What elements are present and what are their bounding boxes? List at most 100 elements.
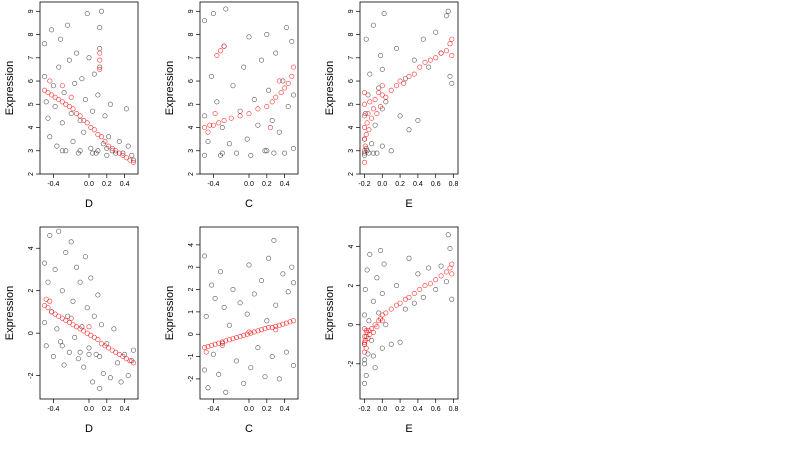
x-axis-title: C xyxy=(245,198,253,210)
data-point xyxy=(88,125,94,131)
data-point xyxy=(237,333,243,339)
data-point xyxy=(111,326,117,332)
data-point xyxy=(102,343,108,349)
data-point xyxy=(45,305,51,311)
data-point xyxy=(262,326,268,332)
data-point xyxy=(374,275,380,281)
y-axis-title: Expression xyxy=(324,61,336,115)
data-point xyxy=(59,83,65,89)
data-point xyxy=(366,318,372,324)
data-point xyxy=(362,111,368,117)
data-point xyxy=(68,94,74,100)
data-point xyxy=(374,111,380,117)
data-point xyxy=(84,11,90,17)
data-point xyxy=(290,280,296,286)
data-point xyxy=(266,255,272,261)
x-tick-label: 0.2 xyxy=(395,406,405,413)
data-point xyxy=(367,251,373,257)
data-point xyxy=(449,80,455,86)
data-point xyxy=(77,113,83,119)
x-axis-title: E xyxy=(405,423,412,435)
y-tick-label: -1 xyxy=(188,353,195,359)
data-point xyxy=(91,313,97,319)
data-point xyxy=(202,345,208,351)
data-point xyxy=(447,246,453,252)
data-point xyxy=(131,347,137,353)
data-point xyxy=(205,139,211,145)
data-point xyxy=(367,71,373,77)
x-tick-label: 0.2 xyxy=(262,406,272,413)
y-tick-label: 9 xyxy=(348,9,355,13)
data-point xyxy=(273,94,279,100)
data-point xyxy=(264,318,270,324)
y-tick-label: 4 xyxy=(348,125,355,129)
data-point xyxy=(84,305,90,311)
data-point xyxy=(99,322,105,328)
x-tick-label: 0.2 xyxy=(395,181,405,188)
data-point xyxy=(66,104,72,110)
data-point xyxy=(379,143,385,149)
data-point xyxy=(219,340,225,346)
data-point xyxy=(237,300,243,306)
data-point xyxy=(411,57,417,63)
data-point xyxy=(361,113,367,119)
data-point xyxy=(61,90,67,96)
data-point xyxy=(63,250,69,256)
data-point xyxy=(269,99,275,105)
data-point xyxy=(370,353,376,359)
data-point xyxy=(59,148,65,154)
x-tick-label: 0.4 xyxy=(120,181,130,188)
data-point xyxy=(43,296,49,302)
data-point xyxy=(68,111,74,117)
data-point xyxy=(47,233,53,239)
data-point xyxy=(59,120,65,126)
data-point xyxy=(361,380,367,386)
data-point xyxy=(377,52,383,58)
data-point xyxy=(88,275,94,281)
data-point xyxy=(443,48,449,54)
data-point xyxy=(266,87,272,93)
y-tick-label: 9 xyxy=(188,9,195,13)
data-point xyxy=(397,113,403,119)
data-point xyxy=(97,353,103,359)
data-point xyxy=(219,339,225,345)
data-point xyxy=(221,118,227,124)
data-point xyxy=(283,25,289,31)
data-point xyxy=(226,141,232,147)
y-tick-label: 5 xyxy=(28,102,35,106)
data-point xyxy=(234,150,240,156)
data-point xyxy=(214,99,220,105)
data-point xyxy=(63,148,69,154)
y-tick-label: 7 xyxy=(348,56,355,60)
data-point xyxy=(223,338,229,344)
panel-d-bottom: -0.4 0.0 0.2 0.4 -2 0 2 4 D Expression xyxy=(4,226,139,435)
data-point xyxy=(433,277,439,283)
data-point xyxy=(290,362,296,368)
data-point xyxy=(57,339,63,345)
data-point xyxy=(406,255,412,261)
data-point xyxy=(383,310,389,316)
plot-frame xyxy=(39,1,139,175)
data-point xyxy=(397,339,403,345)
y-tick-label: 6 xyxy=(28,79,35,83)
data-point xyxy=(381,261,387,267)
data-point xyxy=(202,18,208,24)
data-point xyxy=(125,143,131,149)
data-point xyxy=(383,322,389,328)
data-point xyxy=(361,312,367,318)
data-point xyxy=(377,248,383,254)
data-point xyxy=(107,101,113,107)
y-tick-label: -2 xyxy=(28,372,35,378)
data-point xyxy=(388,87,394,93)
data-point xyxy=(214,52,220,58)
data-point xyxy=(248,365,254,371)
data-point xyxy=(269,324,275,330)
plot-frame xyxy=(359,1,459,175)
x-tick-label: 0.0 xyxy=(84,406,94,413)
data-point xyxy=(226,337,232,343)
data-point xyxy=(202,113,208,119)
data-point xyxy=(202,253,208,259)
data-point xyxy=(230,83,236,89)
data-point xyxy=(383,99,389,105)
data-point xyxy=(258,278,264,284)
